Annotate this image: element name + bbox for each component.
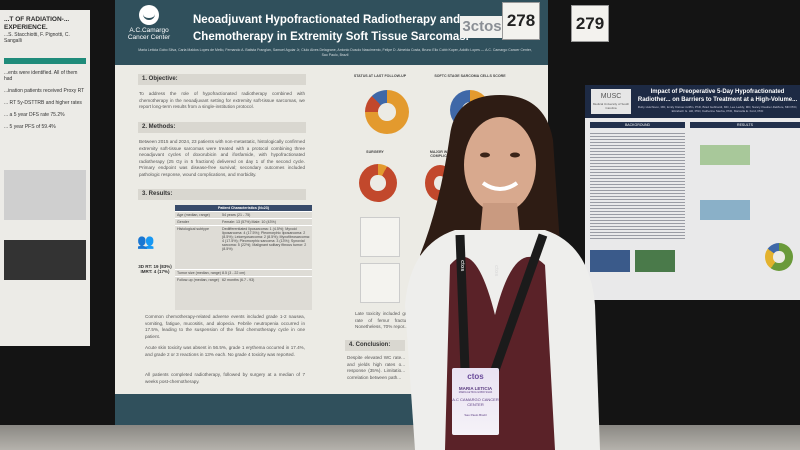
survival-curve-chart	[360, 263, 400, 303]
table-row: Tumor size (median, range) 8.5 (3 - 22 cm…	[175, 269, 312, 276]
right-poster-authors: Ruby Hutchison, MD, Emily Kistner-Griffi…	[637, 105, 798, 113]
chart-title: STATUS AT LAST FOLLOW-UP	[353, 74, 407, 78]
left-poster-line: ...ents were identified. All of them had	[4, 70, 78, 82]
board-number-279: 279	[571, 5, 609, 42]
smile-logo-icon	[139, 5, 159, 25]
table-row: Histological subtype Dedifferentiated lip…	[175, 225, 312, 269]
row-key: Tumor size (median, range)	[177, 271, 222, 275]
conclusion-heading: 4. Conclusion:	[345, 340, 405, 351]
row-key: Follow-up (median, range)	[177, 278, 219, 282]
eye	[480, 152, 490, 158]
survival-curve-chart	[360, 217, 400, 257]
row-key: Histological subtype	[177, 227, 209, 231]
background-heading: BACKGROUND	[590, 122, 685, 128]
lanyard	[490, 233, 548, 372]
badge-name: MARIA LETICIA	[458, 386, 493, 391]
poster-title: Neoadjuvant Hypofractionated Radiotherap…	[193, 14, 469, 43]
face	[464, 117, 536, 213]
results-bullet: All patients completed radiotherapy, fol…	[145, 372, 305, 384]
floor	[0, 425, 800, 450]
logo-sub: Cancer Center	[127, 34, 171, 41]
surgery-donut-chart	[359, 164, 397, 202]
table-title: Patient Characteristics (N=23)	[175, 205, 312, 211]
badge-brand: ctos	[467, 372, 484, 381]
results-heading: 3. Results:	[138, 189, 306, 200]
rt-stats: 3D RT: 19 (83%) IMRT: 4 (17%)	[138, 264, 172, 274]
chart-title: MAJOR W... COMPLIC...	[429, 150, 451, 158]
lanyard-text: ctos	[493, 265, 499, 277]
musc-logo-sub: Medical University of South Carolina	[592, 102, 630, 110]
result-chart	[700, 145, 750, 165]
objective-text: To address the role of hypofractionated …	[139, 91, 305, 109]
row-value: 8.5 (3 - 22 cm)	[222, 271, 246, 275]
row-value: 54 years (21 - 75)	[222, 213, 251, 217]
conclusion-text: Despite elevated WC rate... and yields h…	[347, 355, 405, 380]
methods-heading: 2. Methods:	[138, 122, 306, 133]
board-number-278: 278	[502, 2, 540, 40]
lanyard-text: ctos	[459, 260, 465, 272]
row-key: Age (median, range)	[177, 213, 210, 217]
methods-text: Between 2015 and 2024, 23 patients with …	[139, 139, 305, 177]
presenter-person	[405, 95, 600, 450]
left-poster-scan-image	[4, 240, 86, 280]
row-key: Gender	[177, 220, 189, 224]
results-bullet: Acute skin toxicity was absent in 56.5%,…	[145, 345, 305, 357]
left-poster-section-bar	[4, 58, 86, 64]
left-poster-line: ... RT 5y-DSTTRB and higher rates	[4, 100, 82, 106]
badge-city: Sao Paulo Brazil	[464, 413, 487, 417]
chart-title: SOFTC STAGE SARCOMA CELLS SCORE	[434, 74, 506, 78]
lanyard	[455, 234, 470, 371]
right-poster-title: Impact of Preoperative 5-Day Hypofractio…	[637, 89, 798, 103]
left-poster-authors: ...S. Stacchiotti, F. Pignotti, C. Sanga…	[4, 32, 70, 44]
left-poster-line: ...ination patients received Proxy RT	[4, 88, 85, 94]
row-value: Dedifferentiated liposarcoma: 1 (4.5%); …	[222, 227, 310, 251]
conference-logo: 3ctos	[460, 16, 504, 38]
neck	[480, 203, 520, 235]
background-text	[590, 131, 685, 241]
poster-authors: Maria Leticia Gobo Silva, Carla Maldos L…	[138, 48, 532, 57]
chart-title: SURGERY	[366, 150, 384, 154]
row-value: 62 months (6.7 - 93)	[222, 278, 255, 282]
result-pie-chart	[765, 243, 793, 271]
table-row: Gender Female: 13 (57%) Male: 10 (43%)	[175, 218, 312, 225]
camargo-logo: A.C.Camargo Cancer Center	[123, 5, 175, 41]
row-value: Female: 13 (57%) Male: 10 (43%)	[222, 220, 276, 224]
patient-characteristics-table: Patient Characteristics (N=23) Age (medi…	[175, 205, 312, 310]
status-donut-chart	[365, 90, 409, 134]
smile	[481, 181, 519, 191]
flow-diagram	[635, 250, 675, 272]
badge-fullname: MARIA LETICIA GOBO SILVA	[458, 391, 493, 394]
table-row: Age (median, range) 54 years (21 - 75)	[175, 211, 312, 218]
musc-logo-text: MUSC	[600, 93, 622, 100]
table-row: Follow-up (median, range) 62 months (6.7 …	[175, 276, 312, 283]
patients-icon: 👥	[137, 233, 155, 249]
left-poster-title: ...T OF RADIATION-... EXPERIENCE.	[4, 16, 70, 31]
result-chart	[700, 200, 750, 220]
name-badge: ctos MARIA LETICIA MARIA LETICIA GOBO SI…	[452, 368, 499, 435]
eye	[510, 152, 520, 158]
left-poster: ...T OF RADIATION-... EXPERIENCE. ...S. …	[0, 10, 90, 346]
logo-name: A.C.Camargo	[129, 27, 169, 34]
right-poster: MUSC Medical University of South Carolina…	[585, 85, 800, 300]
results-heading: RESULTS	[690, 122, 800, 128]
results-bullet: Common chemotherapy-related adverse even…	[145, 314, 305, 339]
objective-heading: 1. Objective:	[138, 74, 306, 85]
flow-diagram	[590, 250, 630, 272]
badge-org: A.C CAMARGO CANCER CENTER	[452, 397, 499, 407]
musc-logo: MUSC Medical University of South Carolina	[591, 89, 631, 114]
left-poster-chart	[4, 170, 86, 220]
left-poster-line: ... a 5 year DFS rate 75.2%	[4, 112, 65, 118]
late-toxicity-text: Late toxicity included gr... rate of fem…	[355, 311, 410, 329]
left-poster-line: ... 5 year PFS of 59.4%	[4, 124, 56, 130]
